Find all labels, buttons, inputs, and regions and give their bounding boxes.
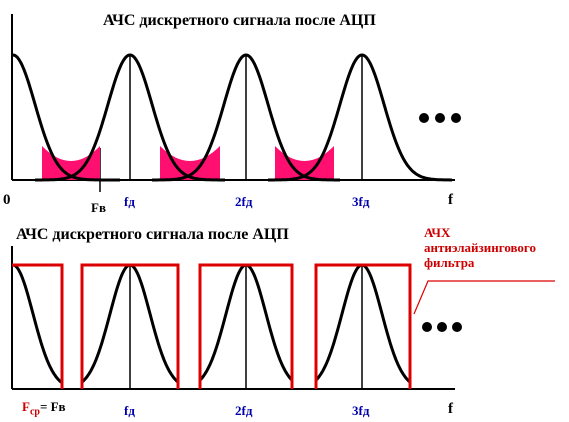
bottom-tick-label-2fd: 2fд: [235, 403, 253, 418]
filter-note-pointer: [413, 280, 555, 315]
bottom-panel-title: АЧС дискретного сигнала после АЦП: [16, 226, 289, 243]
top-lobe-0: [11, 53, 120, 182]
filter-note: АЧХ антиэлайзингового фильтра: [424, 225, 536, 270]
top-ellipsis-dot-3: [451, 113, 461, 123]
top-tick-label-3fd: 3fд: [352, 194, 370, 209]
bottom-f-axis-label: f: [448, 401, 453, 417]
filter-note-line-1: АЧХ: [424, 225, 451, 240]
bottom-ellipsis-dot-3: [452, 322, 462, 332]
top-fb-label: Fв: [91, 200, 106, 215]
top-tick-label-fd: fд: [124, 194, 135, 209]
filter-window-3: [314, 263, 412, 389]
fcp-main: F: [22, 399, 30, 414]
top-panel-graphics: [11, 14, 461, 192]
top-origin-label: 0: [3, 192, 11, 208]
bottom-tick-label-fd: fд: [124, 403, 135, 418]
top-alias-region-1: [42, 146, 100, 180]
top-ellipsis-dot-1: [419, 113, 429, 123]
filter-window-1: [80, 263, 180, 389]
filter-note-line-3: фильтра: [424, 255, 475, 270]
top-alias-region-3: [275, 146, 334, 180]
bottom-tick-label-3fd: 3fд: [352, 403, 370, 418]
bottom-fcp-label: Fср= Fв: [22, 400, 66, 418]
top-lobe-2: [152, 53, 340, 182]
filter-window-2: [198, 263, 294, 389]
top-alias-region-2: [160, 146, 220, 180]
top-ellipsis-dot-2: [435, 113, 445, 123]
top-f-axis-label: f: [448, 192, 453, 208]
top-lobe-1: [35, 53, 225, 182]
bottom-lobe-3: [314, 263, 411, 384]
top-panel-title: АЧС дискретного сигнала после АЦП: [103, 12, 376, 29]
bottom-lobe-0: [11, 263, 63, 384]
fcp-subscript: ср: [29, 406, 40, 418]
top-lobe-3: [268, 53, 452, 182]
bottom-ellipsis-dot-2: [437, 322, 447, 332]
top-tick-label-2fd: 2fд: [235, 194, 253, 209]
bottom-ellipsis-dot-1: [422, 322, 432, 332]
fcp-equals-fb: = Fв: [39, 399, 66, 414]
filter-note-line-2: антиэлайзингового: [424, 240, 537, 255]
filter-window-0: [12, 263, 64, 389]
bottom-panel-graphics: [11, 246, 555, 390]
